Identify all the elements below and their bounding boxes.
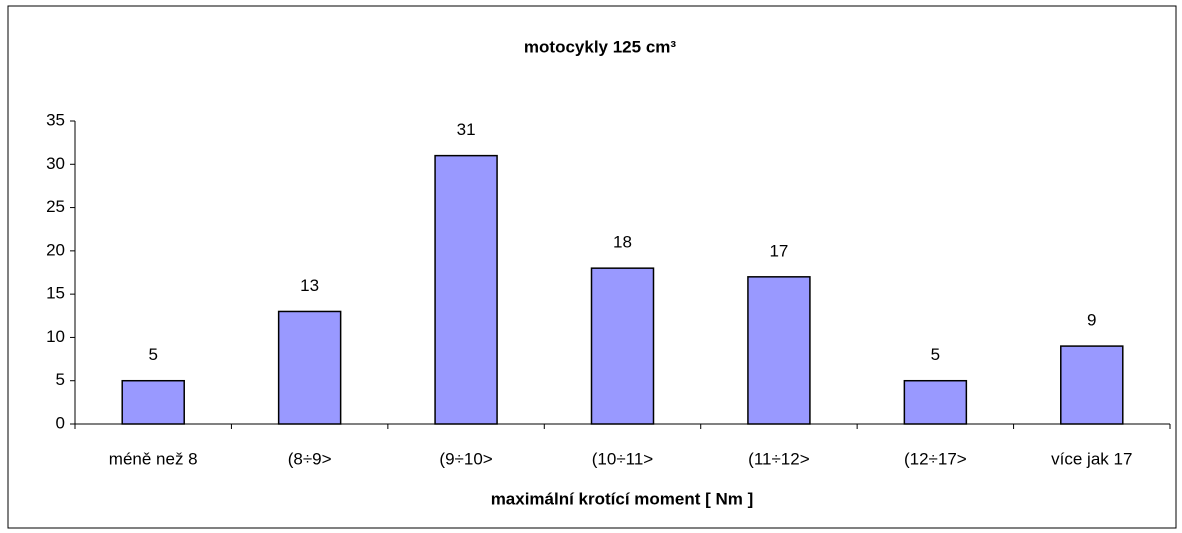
bar [747,276,811,425]
y-tick-label: 15 [46,284,65,303]
x-tick-label: více jak 17 [1051,449,1132,468]
x-tick-label: (11÷12> [748,449,810,468]
bar [121,379,185,425]
x-tick-label: (12÷17> [904,449,967,468]
y-tick-label: 0 [56,413,65,432]
y-tick-label: 10 [46,327,65,346]
data-label: 18 [613,233,632,252]
x-tick-label: (9÷10> [439,449,492,468]
bar [277,310,342,425]
data-label: 5 [931,345,940,364]
x-axis-label: maximální krotící moment [ Nm ] [491,489,754,508]
y-tick-label: 30 [46,154,65,173]
data-label: 13 [300,276,319,295]
data-label: 5 [148,345,157,364]
y-tick-label: 20 [46,240,65,259]
y-tick-label: 25 [46,197,65,216]
x-tick-label: méně než 8 [109,449,198,468]
data-label: 31 [457,120,476,139]
chart-title: motocykly 125 cm³ [524,37,676,56]
chart-border [7,5,1177,529]
x-tick-label: (10÷11> [592,449,654,468]
data-label: 17 [769,241,788,260]
bar [1060,345,1124,425]
bar [434,154,498,425]
bar [590,267,655,425]
bar [903,379,968,425]
data-label: 9 [1087,311,1096,330]
y-tick-label: 35 [46,110,65,129]
y-tick-label: 5 [56,370,65,389]
x-tick-label: (8÷9> [288,449,332,468]
